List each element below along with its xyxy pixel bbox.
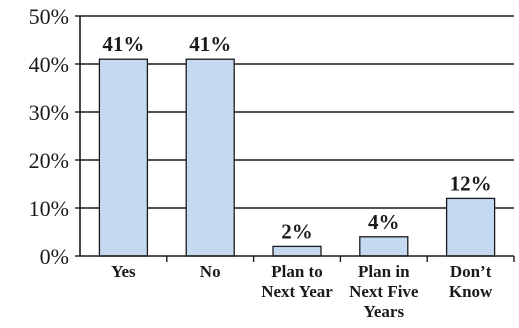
x-category-label-line: Years <box>363 302 404 321</box>
x-category-label-line: Yes <box>111 262 136 281</box>
y-tick-label: 20% <box>29 148 69 173</box>
x-category-label-line: Next Five <box>349 282 419 301</box>
y-tick-labels: 0% 10% 20% 30% 40% 50% <box>29 4 69 269</box>
y-tick-label: 30% <box>29 100 69 125</box>
data-label: 4% <box>368 210 400 234</box>
bar <box>185 58 235 257</box>
x-category-label-line: Plan to <box>271 262 322 281</box>
x-category-label-line: No <box>200 262 221 281</box>
x-category-label-line: Don’t <box>450 262 492 281</box>
y-tick-label: 10% <box>29 196 69 221</box>
x-category-label: Don’t Know <box>449 262 493 301</box>
y-tick-label: 40% <box>29 52 69 77</box>
data-label: 41% <box>102 32 144 56</box>
y-tick-label: 0% <box>40 244 69 269</box>
x-category-labels: Yes No Plan to Next Year Plan in Next Five Yea… <box>111 262 493 321</box>
bar <box>98 58 149 257</box>
bar <box>445 197 496 257</box>
x-category-label: Yes <box>111 262 136 281</box>
x-category-label-line: Plan in <box>358 262 410 281</box>
data-labels: 41% 41% 2% 4% 12% <box>102 32 491 243</box>
x-category-label-line: Next Year <box>261 282 333 301</box>
x-category-label: Plan to Next Year <box>261 262 333 301</box>
axes <box>75 15 515 262</box>
bar <box>359 236 409 257</box>
x-category-label: No <box>200 262 221 281</box>
data-label: 2% <box>281 219 313 243</box>
data-label: 12% <box>450 171 492 195</box>
x-category-label: Plan in Next Five Years <box>349 262 419 321</box>
gridlines <box>80 15 514 209</box>
bar <box>272 245 322 257</box>
y-tick-label: 50% <box>29 4 69 29</box>
data-label: 41% <box>189 32 231 56</box>
x-category-label-line: Know <box>449 282 493 301</box>
